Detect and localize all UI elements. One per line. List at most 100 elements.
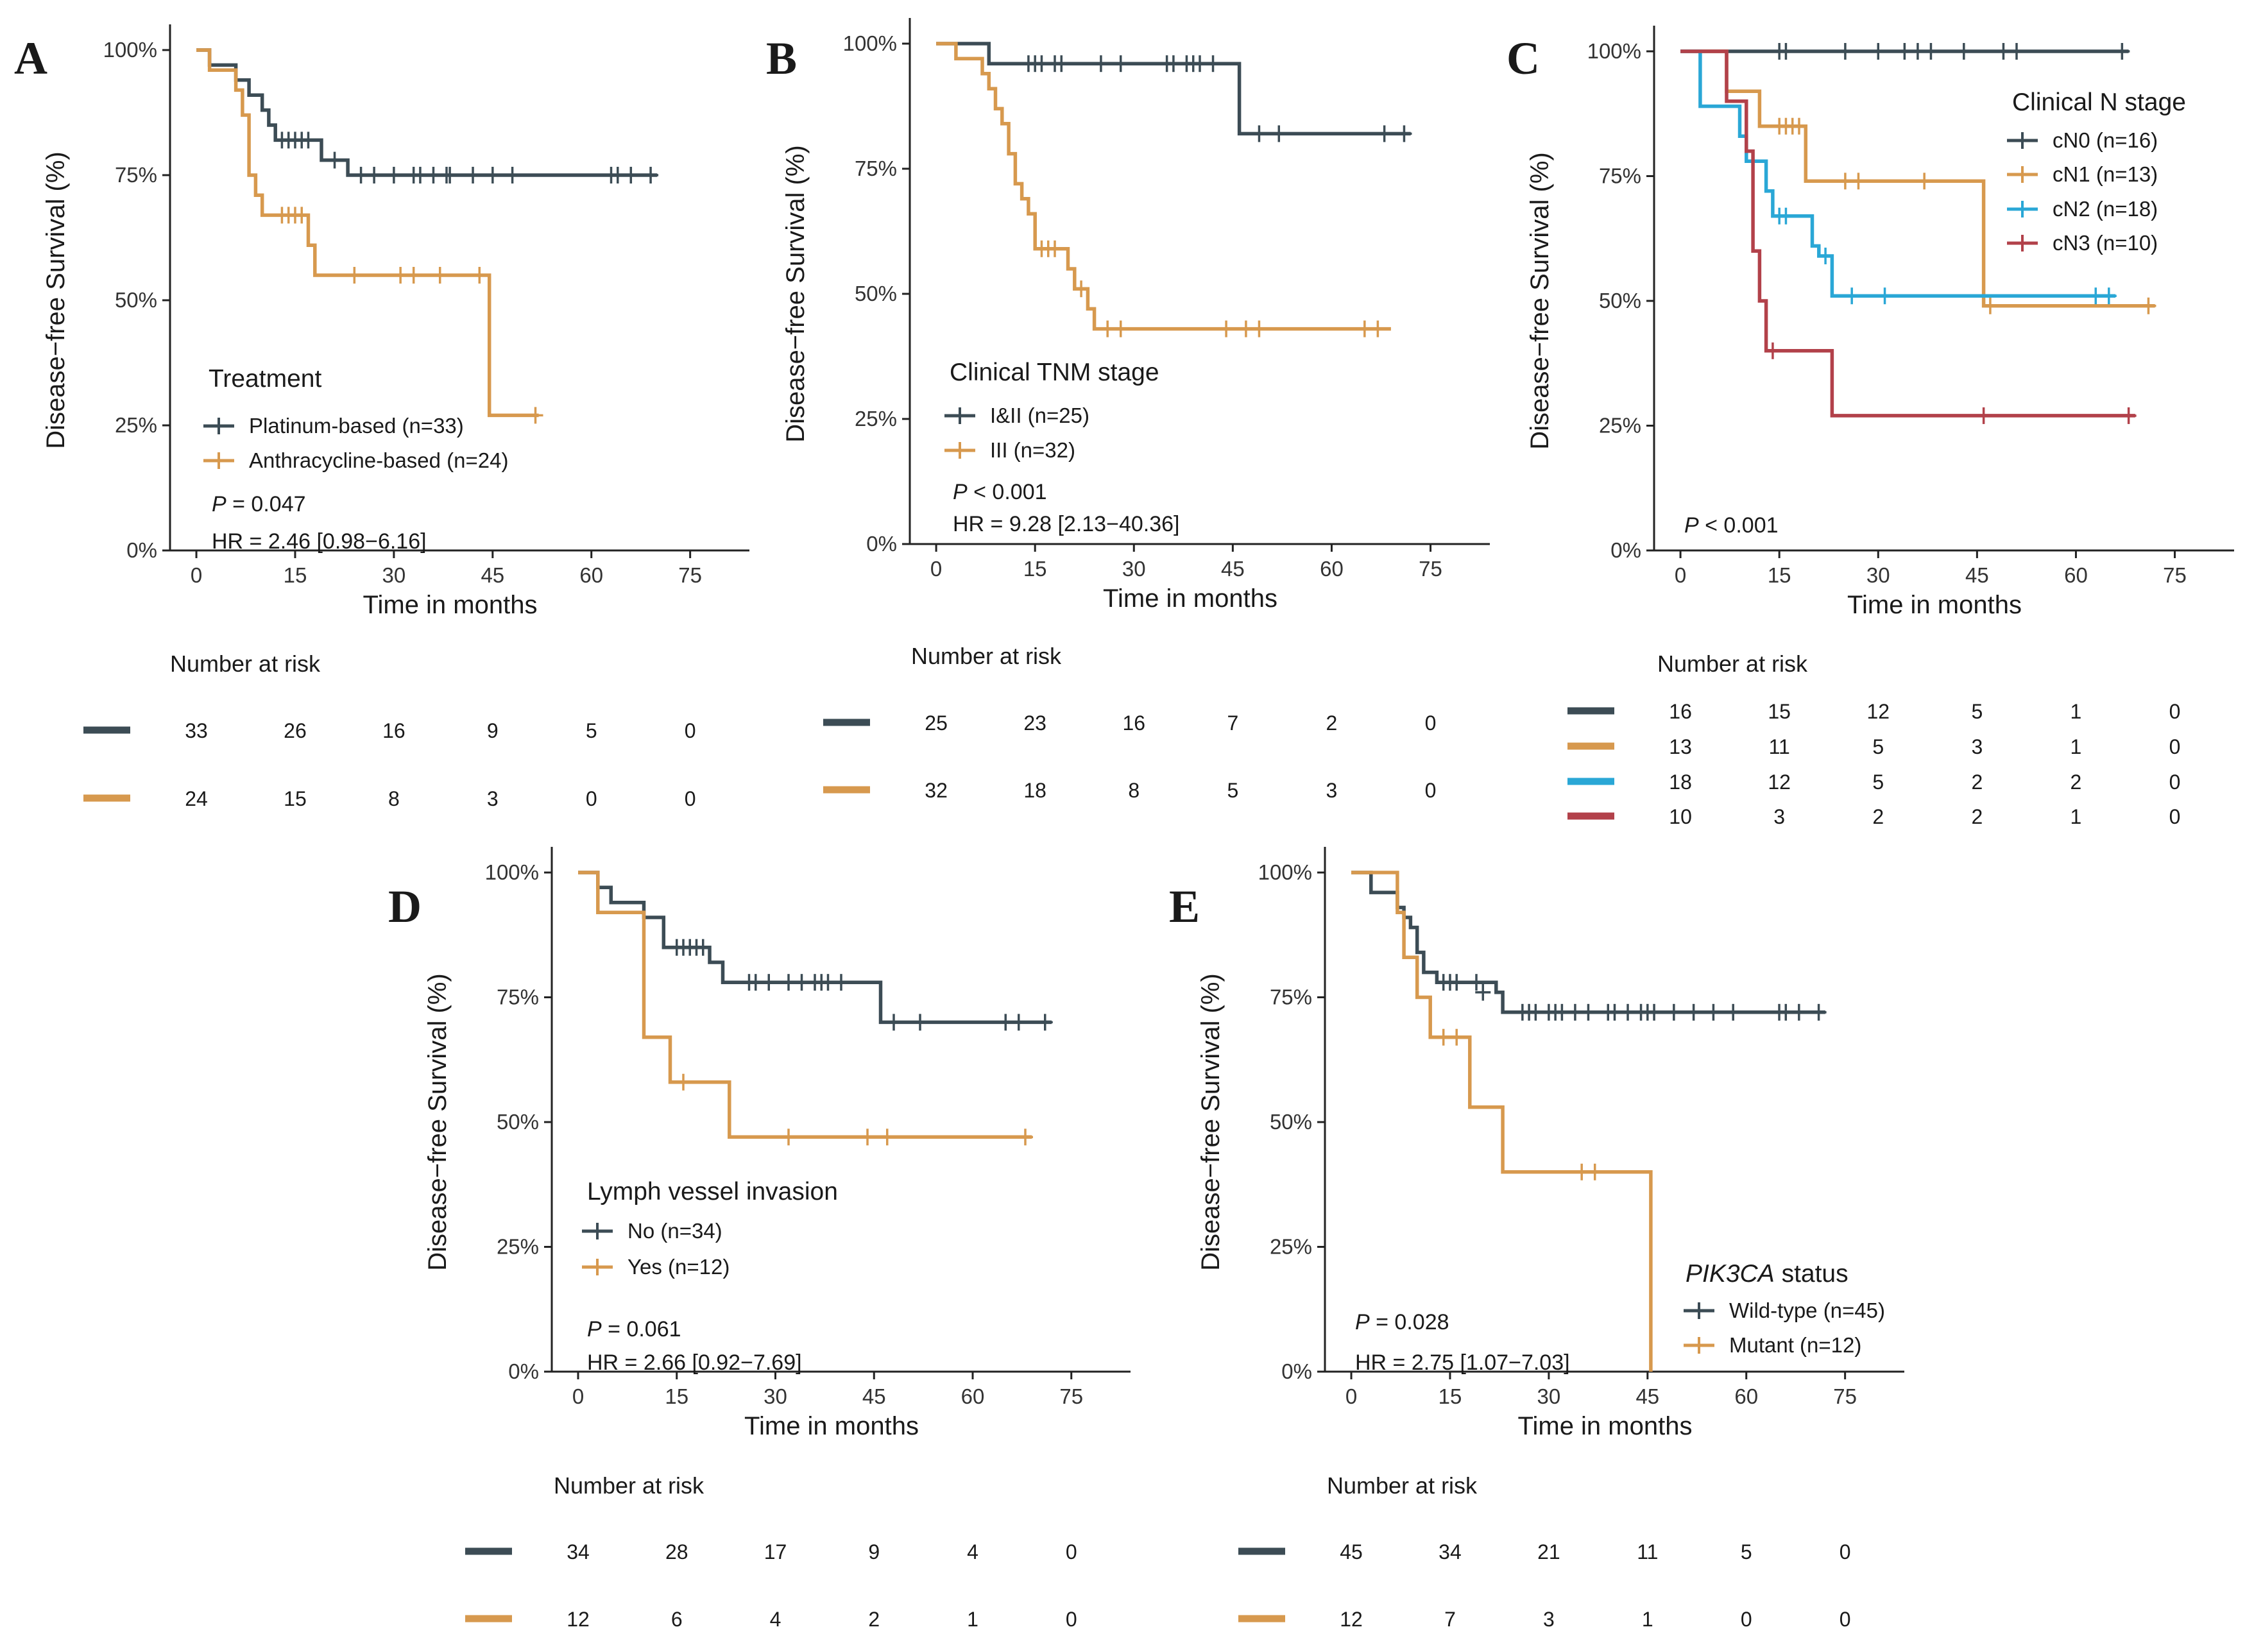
legend-key [2007,166,2038,183]
x-axis-title: Time in months [744,1412,919,1440]
censor-mark [294,207,310,224]
x-axis-title: Time in months [363,591,538,619]
censor-mark [1666,1003,1682,1021]
censor-mark [676,1073,691,1091]
legend: PIK3CA status Wild-type (n=45) Mutant (n=1… [1684,1260,1885,1357]
censor-mark [1778,207,1794,225]
legend-key [944,407,975,424]
censor-mark [442,167,458,183]
censor-mark [1574,1163,1590,1180]
risk-count: 2 [1872,805,1884,828]
risk-count: 25 [925,711,948,735]
legend-label: Wild-type (n=45) [1729,1299,1885,1322]
y-tick-label: 0% [1610,538,1641,562]
risk-table-title: Number at risk [554,1472,704,1499]
risk-count: 4 [967,1540,978,1563]
x-tick-label: 15 [1768,563,1791,587]
x-axis-title: Time in months [1518,1412,1693,1440]
legend: Treatment Platinum-based (n=33) Anthracycl… [203,365,508,472]
censor-mark [2088,287,2104,305]
y-tick-label: 25% [115,413,157,437]
censor-mark [781,1128,796,1146]
panel-letter: E [1169,881,1200,932]
risk-count: 18 [1023,779,1046,802]
survival-curve [578,871,1052,1025]
x-tick-label: 0 [1345,1384,1357,1408]
panel-letter: A [14,33,47,84]
legend: Clinical N stage cN0 (n=16) cN1 (n=13) cN2 … [2007,89,2186,255]
censor-mark [623,167,639,183]
y-tick-label: 75% [115,163,157,187]
y-tick-label: 50% [115,288,157,312]
censor-mark [484,167,500,183]
p-value: P < 0.001 [1684,513,1779,538]
risk-count: 7 [1227,711,1238,735]
y-tick-label: 0% [1281,1359,1312,1383]
risk-count: 0 [2169,700,2181,723]
risk-count: 1 [2070,735,2082,758]
risk-count: 16 [382,719,406,742]
censor-mark [1011,1014,1027,1031]
censor-mark [1113,55,1129,72]
legend-title: Clinical N stage [2012,89,2186,116]
risk-count: 5 [1741,1540,1752,1563]
legend-key [2007,201,2038,217]
censor-mark [1093,55,1109,72]
legend: Clinical TNM stage I&II (n=25) III (n=32) [944,359,1159,462]
x-tick-label: 45 [1635,1384,1659,1408]
p-value-text: < 0.001 [1699,513,1779,538]
censor-mark [1165,55,1181,72]
risk-count: 12 [1340,1608,1363,1631]
survival-curve [196,48,658,177]
legend-key [203,418,234,434]
risk-table-title: Number at risk [170,651,321,677]
risk-count: 5 [1227,779,1238,802]
risk-count: 0 [1066,1540,1077,1563]
censor-mark [432,267,448,284]
legend-label: cN1 (n=13) [2053,162,2158,186]
legend-title-gene: PIK3CA [1686,1260,1775,1288]
censor-mark [1449,974,1465,991]
censor-mark [1271,125,1287,142]
legend-key [1684,1302,1714,1319]
risk-count: 5 [586,719,597,742]
p-value: P = 0.028 [1355,1310,1449,1334]
censor-mark [2101,287,2117,305]
risk-count: 1 [1642,1608,1653,1631]
risk-count: 13 [1669,735,1692,758]
censor-mark [1837,173,1853,190]
risk-count: 7 [1444,1608,1456,1631]
legend-label: No (n=34) [628,1219,722,1243]
x-tick-label: 45 [1965,563,1989,587]
censor-mark [1037,1014,1053,1031]
censor-mark [1818,247,1834,264]
y-tick-label: 100% [485,860,539,884]
x-tick-label: 0 [572,1384,584,1408]
survival-curve [1680,49,2135,418]
risk-count: 26 [284,719,307,742]
censor-mark [1435,1028,1451,1046]
censor-mark [761,974,777,991]
risk-count: 0 [586,787,597,810]
x-tick-label: 30 [1122,557,1146,581]
p-value-text: = 0.047 [226,492,306,516]
risk-count: 0 [2169,735,2181,758]
censor-mark [794,974,810,991]
x-tick-label: 15 [1023,557,1047,581]
risk-count: 0 [1066,1608,1077,1631]
risk-count: 17 [764,1540,787,1563]
risk-count: 16 [1669,700,1692,723]
x-tick-label: 45 [1221,557,1245,581]
legend-label: Anthracycline-based (n=24) [249,448,508,472]
x-tick-label: 30 [1537,1384,1561,1408]
y-tick-label: 25% [1270,1235,1312,1259]
risk-count: 12 [567,1608,590,1631]
y-tick-label: 50% [497,1110,539,1134]
p-value-text: = 0.028 [1370,1310,1449,1334]
censor-mark [1844,287,1860,305]
y-tick-label: 0% [508,1359,539,1383]
x-tick-label: 30 [764,1384,787,1408]
censor-mark [1620,1003,1636,1021]
